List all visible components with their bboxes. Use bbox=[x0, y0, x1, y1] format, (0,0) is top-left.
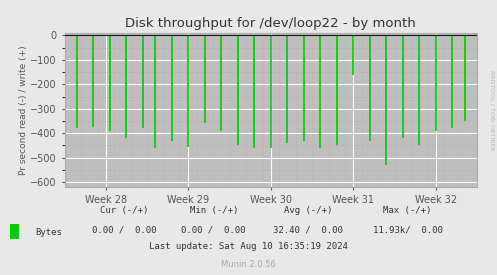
Text: 32.40 /  0.00: 32.40 / 0.00 bbox=[273, 226, 343, 234]
Text: Bytes: Bytes bbox=[35, 228, 62, 237]
Text: Min (-/+): Min (-/+) bbox=[189, 206, 238, 215]
Text: 11.93k/  0.00: 11.93k/ 0.00 bbox=[373, 226, 442, 234]
Text: 0.00 /  0.00: 0.00 / 0.00 bbox=[92, 226, 157, 234]
Text: RRDTOOL / TOBI OETIKER: RRDTOOL / TOBI OETIKER bbox=[490, 70, 495, 150]
Y-axis label: Pr second read (-) / write (+): Pr second read (-) / write (+) bbox=[18, 45, 27, 175]
Title: Disk throughput for /dev/loop22 - by month: Disk throughput for /dev/loop22 - by mon… bbox=[125, 17, 416, 31]
Text: Munin 2.0.56: Munin 2.0.56 bbox=[221, 260, 276, 269]
Text: Last update: Sat Aug 10 16:35:19 2024: Last update: Sat Aug 10 16:35:19 2024 bbox=[149, 242, 348, 251]
Text: Cur (-/+): Cur (-/+) bbox=[100, 206, 149, 215]
Text: Max (-/+): Max (-/+) bbox=[383, 206, 432, 215]
Text: 0.00 /  0.00: 0.00 / 0.00 bbox=[181, 226, 246, 234]
Text: Avg (-/+): Avg (-/+) bbox=[284, 206, 332, 215]
